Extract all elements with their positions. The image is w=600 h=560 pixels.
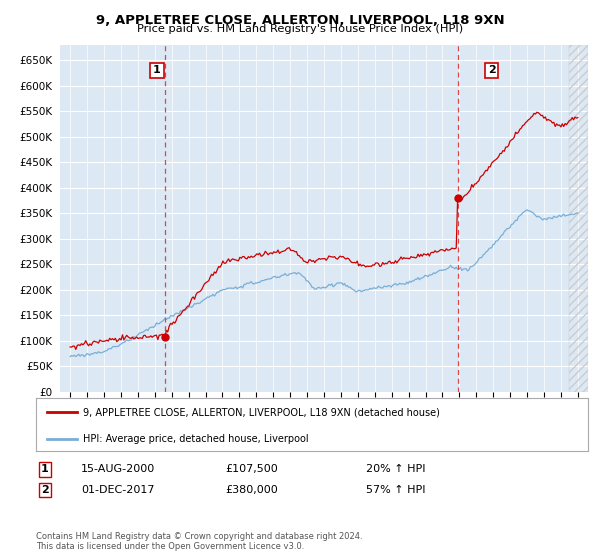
Text: 20% ↑ HPI: 20% ↑ HPI bbox=[366, 464, 425, 474]
Text: Contains HM Land Registry data © Crown copyright and database right 2024.
This d: Contains HM Land Registry data © Crown c… bbox=[36, 532, 362, 552]
Text: £107,500: £107,500 bbox=[225, 464, 278, 474]
Text: 15-AUG-2000: 15-AUG-2000 bbox=[81, 464, 155, 474]
Text: HPI: Average price, detached house, Liverpool: HPI: Average price, detached house, Live… bbox=[83, 434, 308, 444]
Text: 01-DEC-2017: 01-DEC-2017 bbox=[81, 485, 155, 495]
Text: 9, APPLETREE CLOSE, ALLERTON, LIVERPOOL, L18 9XN (detached house): 9, APPLETREE CLOSE, ALLERTON, LIVERPOOL,… bbox=[83, 408, 440, 418]
Text: 2: 2 bbox=[488, 66, 496, 76]
Text: 2: 2 bbox=[41, 485, 49, 495]
Text: 9, APPLETREE CLOSE, ALLERTON, LIVERPOOL, L18 9XN: 9, APPLETREE CLOSE, ALLERTON, LIVERPOOL,… bbox=[95, 14, 505, 27]
Text: 57% ↑ HPI: 57% ↑ HPI bbox=[366, 485, 425, 495]
Text: 1: 1 bbox=[153, 66, 161, 76]
Text: Price paid vs. HM Land Registry's House Price Index (HPI): Price paid vs. HM Land Registry's House … bbox=[137, 24, 463, 34]
Text: £380,000: £380,000 bbox=[225, 485, 278, 495]
Text: 1: 1 bbox=[41, 464, 49, 474]
